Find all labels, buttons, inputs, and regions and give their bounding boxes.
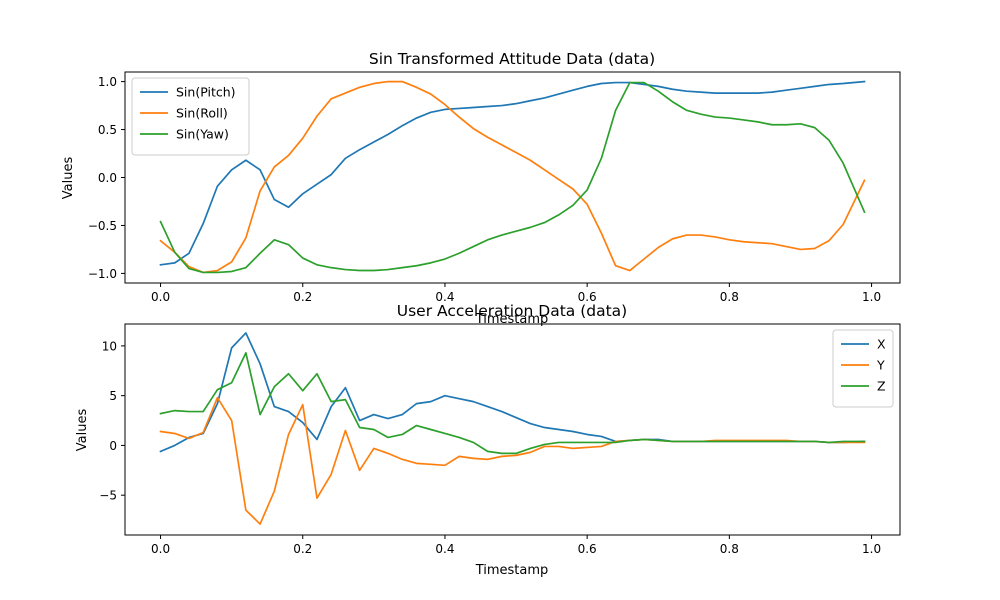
attitude-y-tick-label: −1.0 — [88, 267, 117, 281]
acceleration-legend: XYZ — [832, 329, 894, 408]
attitude-y-tick-label: 0.5 — [98, 123, 117, 137]
acceleration-chart: User Acceleration Data (data) 0.0 0.2 0.4 0… — [75, 302, 901, 578]
attitude-y-tick-label: −0.5 — [88, 219, 117, 233]
acceleration-chart-title: User Acceleration Data (data) — [397, 302, 627, 320]
attitude-chart-title: Sin Transformed Attitude Data (data) — [369, 50, 655, 68]
acceleration-legend-label-3: Z — [877, 379, 886, 394]
acceleration-x-tick-label: 0.8 — [720, 542, 739, 556]
acceleration-x-axis-label: Timestamp — [475, 563, 549, 578]
attitude-x-tick-label: 0.4 — [435, 290, 454, 304]
attitude-series-line-2 — [159, 80, 866, 274]
acceleration-y-tick-label: 0 — [109, 439, 117, 453]
attitude-y-tick-label: 1.0 — [98, 75, 117, 89]
attitude-legend-label-2: Sin(Roll) — [176, 106, 228, 121]
attitude-chart: Sin Transformed Attitude Data (data) 0.0… — [61, 50, 901, 327]
acceleration-series-line-3 — [159, 352, 866, 455]
acceleration-x-tick-label: 0.6 — [578, 542, 597, 556]
acceleration-x-tick-label: 0.0 — [151, 542, 170, 556]
acceleration-y-ticks: −5 0 5 10 — [99, 339, 125, 503]
acceleration-legend-box — [832, 329, 894, 408]
acceleration-plot-area — [159, 332, 866, 525]
attitude-legend: Sin(Pitch) Sin(Roll) Sin(Yaw) — [131, 77, 250, 156]
acceleration-y-tick-label: 5 — [109, 389, 117, 403]
attitude-plot-area — [159, 80, 866, 274]
acceleration-axes-frame — [124, 323, 901, 536]
acceleration-x-ticks: 0.0 0.2 0.4 0.6 0.8 1.0 — [151, 535, 881, 556]
attitude-legend-label-1: Sin(Pitch) — [176, 85, 236, 100]
attitude-x-ticks: 0.0 0.2 0.4 0.6 0.8 1.0 — [151, 283, 881, 304]
attitude-x-tick-label: 0.0 — [151, 290, 170, 304]
attitude-x-axis-label: Timestamp — [475, 312, 549, 327]
acceleration-x-tick-label: 0.4 — [435, 542, 454, 556]
attitude-legend-label-3: Sin(Yaw) — [176, 127, 229, 142]
acceleration-legend-label-2: Y — [876, 358, 885, 373]
attitude-series-line-3 — [159, 81, 866, 274]
attitude-x-tick-label: 1.0 — [862, 290, 881, 304]
attitude-y-axis-label: Values — [61, 157, 76, 200]
acceleration-x-tick-label: 1.0 — [862, 542, 881, 556]
acceleration-y-tick-label: −5 — [99, 489, 117, 503]
attitude-series-line-1 — [159, 80, 866, 266]
attitude-legend-box — [131, 77, 250, 156]
acceleration-y-axis-label: Values — [75, 409, 90, 452]
attitude-y-ticks: −1.0 −0.5 0.0 0.5 1.0 — [88, 75, 125, 281]
attitude-x-tick-label: 0.6 — [578, 290, 597, 304]
acceleration-y-tick-label: 10 — [102, 339, 117, 353]
acceleration-series-line-2 — [159, 396, 866, 525]
acceleration-x-tick-label: 0.2 — [293, 542, 312, 556]
attitude-y-tick-label: 0.0 — [98, 171, 117, 185]
acceleration-legend-label-1: X — [877, 337, 886, 352]
attitude-x-tick-label: 0.8 — [720, 290, 739, 304]
attitude-x-tick-label: 0.2 — [293, 290, 312, 304]
